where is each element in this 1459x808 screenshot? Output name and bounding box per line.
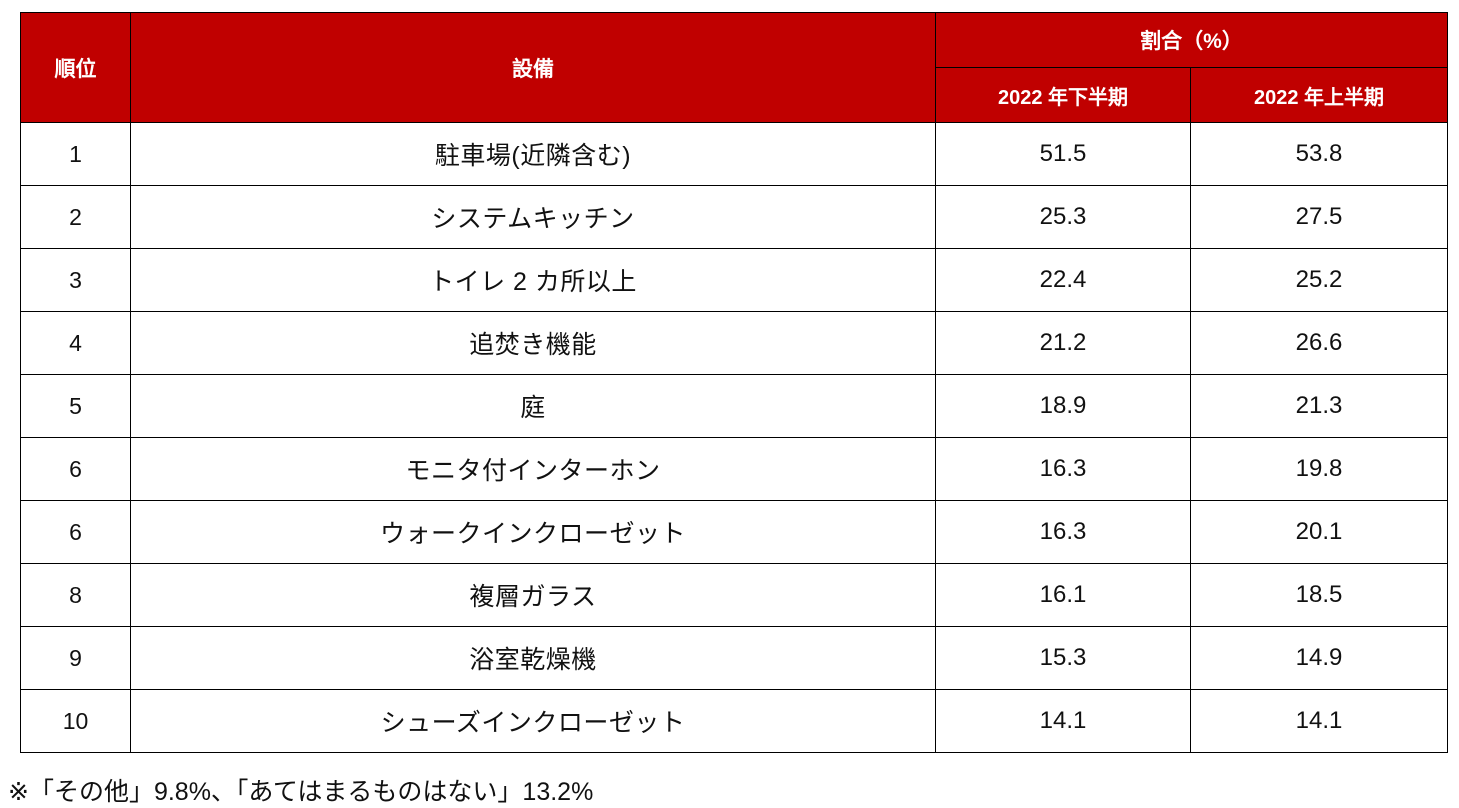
rank-cell: 5 [20, 374, 131, 438]
value-2022-h1-cell: 25.2 [1190, 248, 1448, 312]
equipment-cell: 浴室乾燥機 [130, 626, 936, 690]
value-2022-h2-cell: 25.3 [935, 185, 1191, 249]
value-2022-h1-cell: 53.8 [1190, 122, 1448, 186]
header-rank: 順位 [20, 12, 131, 123]
table-row: 3 トイレ 2 カ所以上 22.4 25.2 [20, 248, 1448, 312]
value-2022-h2-cell: 15.3 [935, 626, 1191, 690]
equipment-cell: 複層ガラス [130, 563, 936, 627]
value-2022-h2-cell: 16.3 [935, 437, 1191, 501]
equipment-cell: ウォークインクローゼット [130, 500, 936, 564]
value-2022-h2-cell: 21.2 [935, 311, 1191, 375]
header-equipment: 設備 [130, 12, 936, 123]
value-2022-h1-cell: 21.3 [1190, 374, 1448, 438]
value-2022-h2-cell: 14.1 [935, 689, 1191, 753]
rank-cell: 8 [20, 563, 131, 627]
rank-cell: 2 [20, 185, 131, 249]
table-row: 1 駐車場(近隣含む) 51.5 53.8 [20, 122, 1448, 186]
header-ratio-group: 割合（%） [935, 12, 1448, 68]
value-2022-h2-cell: 51.5 [935, 122, 1191, 186]
value-2022-h2-cell: 16.3 [935, 500, 1191, 564]
equipment-cell: トイレ 2 カ所以上 [130, 248, 936, 312]
rank-cell: 9 [20, 626, 131, 690]
rank-cell: 6 [20, 437, 131, 501]
table-row: 10 シューズインクローゼット 14.1 14.1 [20, 689, 1448, 753]
rank-cell: 10 [20, 689, 131, 753]
value-2022-h1-cell: 27.5 [1190, 185, 1448, 249]
table-row: 9 浴室乾燥機 15.3 14.9 [20, 626, 1448, 690]
equipment-ranking-table: 順位 設備 割合（%） 2022 年下半期 2022 年上半期 1 駐車場(近隣… [20, 12, 1448, 753]
value-2022-h2-cell: 16.1 [935, 563, 1191, 627]
header-period-2022-h1: 2022 年上半期 [1190, 67, 1448, 123]
value-2022-h1-cell: 14.9 [1190, 626, 1448, 690]
table-row: 6 モニタ付インターホン 16.3 19.8 [20, 437, 1448, 501]
value-2022-h1-cell: 20.1 [1190, 500, 1448, 564]
equipment-cell: 駐車場(近隣含む) [130, 122, 936, 186]
table-row: 4 追焚き機能 21.2 26.6 [20, 311, 1448, 375]
value-2022-h1-cell: 19.8 [1190, 437, 1448, 501]
equipment-cell: 庭 [130, 374, 936, 438]
table-row: 2 システムキッチン 25.3 27.5 [20, 185, 1448, 249]
rank-cell: 3 [20, 248, 131, 312]
equipment-ranking-table-container: 順位 設備 割合（%） 2022 年下半期 2022 年上半期 1 駐車場(近隣… [20, 12, 1448, 753]
table-row: 6 ウォークインクローゼット 16.3 20.1 [20, 500, 1448, 564]
header-period-2022-h2: 2022 年下半期 [935, 67, 1191, 123]
table-row: 8 複層ガラス 16.1 18.5 [20, 563, 1448, 627]
header-row-sub: 2022 年下半期 2022 年上半期 [21, 67, 1448, 123]
value-2022-h1-cell: 18.5 [1190, 563, 1448, 627]
rank-cell: 1 [20, 122, 131, 186]
header-row-top: 順位 設備 割合（%） [20, 12, 1448, 123]
rank-cell: 6 [20, 500, 131, 564]
equipment-cell: 追焚き機能 [130, 311, 936, 375]
rank-cell: 4 [20, 311, 131, 375]
table-row: 5 庭 18.9 21.3 [20, 374, 1448, 438]
footnote: ※「その他」9.8%、「あてはまるものはない」13.2% [8, 778, 594, 806]
value-2022-h1-cell: 14.1 [1190, 689, 1448, 753]
value-2022-h2-cell: 18.9 [935, 374, 1191, 438]
value-2022-h1-cell: 26.6 [1190, 311, 1448, 375]
equipment-cell: モニタ付インターホン [130, 437, 936, 501]
equipment-cell: シューズインクローゼット [130, 689, 936, 753]
value-2022-h2-cell: 22.4 [935, 248, 1191, 312]
equipment-cell: システムキッチン [130, 185, 936, 249]
